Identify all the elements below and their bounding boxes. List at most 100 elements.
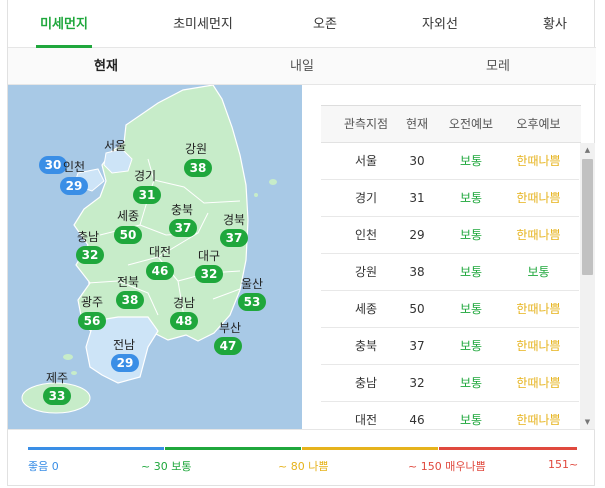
- tab-tomorrow[interactable]: 내일: [290, 59, 314, 74]
- legend-bar-segment: [302, 447, 438, 450]
- table-scrollbar[interactable]: ▲ ▼: [580, 143, 595, 429]
- am-forecast: 보통: [459, 265, 483, 279]
- map-region-label: 경북: [222, 213, 246, 227]
- map-region-value-badge[interactable]: 56: [78, 312, 106, 330]
- current-value: 38: [409, 265, 425, 279]
- current-value: 50: [409, 302, 425, 316]
- legend-label: ~ 80 나쁨: [278, 460, 329, 473]
- map-region-label: 세종: [116, 209, 140, 223]
- map-region-value-badge[interactable]: 38: [116, 291, 144, 309]
- map-region-value-badge[interactable]: 32: [195, 265, 223, 283]
- legend-bar-segment: [439, 447, 577, 450]
- table-row: 경기 31 보통 한때나쁨: [321, 180, 579, 217]
- map-region-value-badge[interactable]: 32: [76, 246, 104, 264]
- map-region-label: 대전: [148, 245, 172, 259]
- pollutant-tabs: 미세먼지 초미세먼지 오존 자외선 황사: [8, 0, 596, 48]
- table-row: 인천 29 보통 한때나쁨: [321, 217, 579, 254]
- current-value: 32: [409, 376, 425, 390]
- map-region-value-badge[interactable]: 47: [214, 337, 242, 355]
- tab-fine-dust[interactable]: 미세먼지: [36, 0, 92, 48]
- map-region-label: 부산: [218, 321, 242, 335]
- am-forecast: 보통: [459, 228, 483, 242]
- station-name: 경기: [354, 191, 378, 205]
- map-region-value-badge[interactable]: 33: [43, 387, 71, 405]
- map-region-label: 울산: [240, 277, 264, 291]
- map-region-label: 대구: [197, 249, 221, 263]
- map-region-label: 경기: [133, 169, 157, 183]
- am-forecast: 보통: [459, 376, 483, 390]
- forecast-table: 관측지점 현재 오전예보 오후예보 서울 30 보통 한때나쁨 경기 31 보통 한때나쁨 인천…: [321, 105, 581, 430]
- header-now: 현재: [405, 117, 429, 131]
- table-row: 충북 37 보통 한때나쁨: [321, 328, 579, 365]
- legend-bar-segment: [28, 447, 164, 450]
- level-legend: 좋음 0 ~ 30 보통 ~ 80 나쁨 ~ 150 매우나쁨 151~: [8, 429, 595, 486]
- am-forecast: 보통: [459, 302, 483, 316]
- legend-label: 151~: [548, 458, 579, 471]
- table-row: 세종 50 보통 한때나쁨: [321, 291, 579, 328]
- header-am: 오전예보: [448, 117, 494, 131]
- map-region-label: 충남: [76, 230, 100, 244]
- map-region-value-badge[interactable]: 53: [238, 293, 266, 311]
- header-station: 관측지점: [343, 117, 389, 131]
- seoul-shape: [103, 148, 133, 174]
- scroll-thumb[interactable]: [582, 159, 593, 275]
- am-forecast: 보통: [459, 191, 483, 205]
- current-value: 37: [409, 339, 425, 353]
- map-region-label: 충북: [170, 203, 194, 217]
- jeonnam-shape: [85, 316, 159, 384]
- map-region-label: 서울: [103, 139, 127, 153]
- am-forecast: 보통: [459, 339, 483, 353]
- legend-label: 좋음 0: [28, 460, 59, 473]
- tab-yellow-dust[interactable]: 황사: [543, 17, 567, 32]
- pm-forecast: 한때나쁨: [516, 191, 561, 205]
- day-tabs: 현재 내일 모레: [8, 48, 596, 85]
- map-region-value-badge[interactable]: 29: [111, 354, 139, 372]
- current-value: 46: [409, 413, 425, 427]
- map-region-value-badge[interactable]: 50: [114, 226, 142, 244]
- current-value: 30: [409, 154, 425, 168]
- tab-ozone[interactable]: 오존: [313, 17, 337, 32]
- scroll-down-arrow-icon[interactable]: ▼: [584, 418, 591, 426]
- map-region-value-badge[interactable]: 29: [60, 177, 88, 195]
- legend-label: ~ 30 보통: [141, 460, 192, 473]
- map-region-value-badge[interactable]: 48: [170, 312, 198, 330]
- station-name: 강원: [354, 265, 378, 279]
- tab-day-after-tomorrow[interactable]: 모레: [486, 59, 510, 74]
- pm-forecast: 한때나쁨: [516, 154, 561, 168]
- station-name: 대전: [354, 413, 378, 427]
- station-name: 충북: [354, 339, 378, 353]
- map-region-label: 인천: [62, 160, 86, 174]
- map-region-value-badge[interactable]: 31: [133, 186, 161, 204]
- map-region-label: 제주: [45, 371, 69, 385]
- pm-forecast: 한때나쁨: [516, 228, 561, 242]
- map-region-label: 광주: [80, 295, 104, 309]
- station-name: 인천: [354, 228, 378, 242]
- scroll-up-arrow-icon[interactable]: ▲: [584, 146, 591, 154]
- legend-bar-segment: [165, 447, 301, 450]
- map-region-value-badge[interactable]: 37: [220, 229, 248, 247]
- pm-forecast: 한때나쁨: [516, 376, 561, 390]
- map-region-value-badge[interactable]: 37: [169, 219, 197, 237]
- am-forecast: 보통: [459, 154, 483, 168]
- tab-uv[interactable]: 자외선: [422, 17, 458, 32]
- map-region-label: 강원: [184, 142, 208, 156]
- current-value: 31: [409, 191, 425, 205]
- table-row: 충남 32 보통 한때나쁨: [321, 365, 579, 402]
- korea-map: 서울 30 인천 29 경기 31 강원 38 세종 50 충북 37 충남 32 경북 37 대전 46 대구 32…: [8, 85, 302, 429]
- tab-ultrafine-dust[interactable]: 초미세먼지: [173, 17, 233, 32]
- table-body: 서울 30 보통 한때나쁨 경기 31 보통 한때나쁨 인천 29 보통 한때나쁨 강원 38 보통 보통 세종…: [321, 143, 579, 430]
- table-row: 서울 30 보통 한때나쁨: [321, 143, 579, 180]
- tab-today[interactable]: 현재: [94, 59, 118, 74]
- map-region-value-badge[interactable]: 30: [39, 156, 67, 174]
- pm-forecast: 한때나쁨: [516, 302, 561, 316]
- pm-forecast: 한때나쁨: [516, 413, 561, 427]
- station-name: 충남: [354, 376, 378, 390]
- map-region-value-badge[interactable]: 46: [146, 262, 174, 280]
- table-row: 대전 46 보통 한때나쁨: [321, 402, 579, 430]
- map-region-value-badge[interactable]: 38: [184, 159, 212, 177]
- table-row: 강원 38 보통 보통: [321, 254, 579, 291]
- pm-forecast: 보통: [527, 265, 550, 279]
- map-region-label: 전남: [112, 338, 136, 352]
- current-value: 29: [409, 228, 425, 242]
- station-name: 세종: [354, 302, 378, 316]
